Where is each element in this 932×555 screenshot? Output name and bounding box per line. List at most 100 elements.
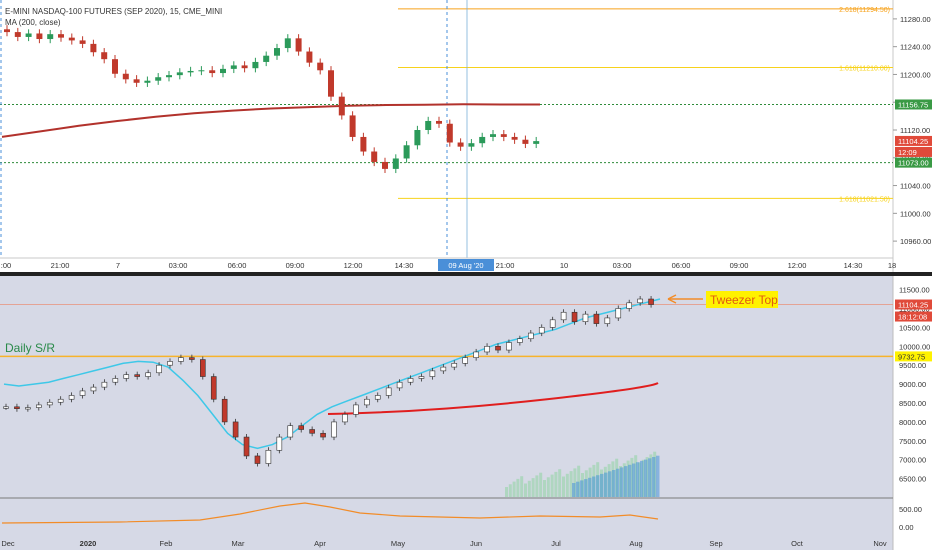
candle-body (90, 386, 97, 392)
ema-path (3, 298, 661, 450)
ma-badge-bg (895, 99, 932, 110)
candle-body (187, 70, 194, 73)
osc-tick-label: 0.00 (899, 523, 914, 532)
tweezer-annotation[interactable]: Tweezer Top (667, 291, 778, 308)
top-panel: 2.618(11294.50) 1.618(11210.00) 1.618(1102… (0, 0, 932, 272)
candle-body (549, 319, 556, 328)
price-tick-label: 8000.00 (899, 418, 926, 427)
volume-bar (636, 462, 640, 497)
candle-body (46, 401, 53, 406)
candle-body (36, 33, 43, 40)
volume-bar (588, 477, 592, 497)
volume-bar (562, 476, 565, 497)
candle-body (484, 345, 490, 353)
candle-body (295, 38, 302, 52)
candle-body (538, 327, 545, 334)
volume-bar (512, 481, 516, 497)
candle-body (221, 398, 228, 423)
fib-label: 2.618(11294.50) (839, 7, 890, 14)
candle-body (58, 34, 64, 38)
time-tick-label: 03:00 (613, 261, 632, 270)
candle-body (232, 421, 239, 438)
time-tick-label: Jul (551, 539, 561, 548)
bottom-price-badges: 11104.25 18:12:08 9732.75 (895, 299, 932, 362)
candle-body (527, 332, 534, 340)
time-tick-label: 12:00 (788, 261, 807, 270)
countdown-badge: 18:12:08 (898, 313, 927, 322)
price-tick-label: 7000.00 (899, 456, 926, 465)
candle-body (511, 136, 518, 140)
bottom-panel: 11500.0011000.0010500.0010000.009500.009… (0, 276, 932, 550)
time-tick-label: 14:30 (395, 261, 414, 270)
volume-bar (656, 455, 660, 497)
time-tick-label: Dec (1, 539, 15, 548)
candle-body (198, 70, 205, 72)
candle-body (382, 161, 388, 169)
candle-body (446, 123, 453, 143)
candle-body (189, 357, 195, 360)
volume-bar (592, 476, 596, 497)
crosshair-date: 09 Aug '20 (448, 261, 483, 270)
top-candles (4, 25, 540, 174)
price-tick-label: 8500.00 (899, 399, 926, 408)
candle-body (122, 73, 129, 80)
volume-bar (604, 472, 608, 497)
candle-body (317, 62, 324, 71)
candle-body (241, 65, 248, 69)
bottom-axis-bg (893, 276, 932, 550)
volume-bar (640, 460, 644, 497)
candle-body (637, 298, 643, 304)
volume-bar (524, 483, 527, 497)
volume-bar (577, 465, 581, 497)
candle-body (79, 390, 86, 396)
candle-body (392, 158, 399, 169)
candle-body (166, 75, 172, 78)
candle-body (418, 376, 425, 379)
arrow-head-icon (667, 294, 677, 304)
volume-bar (573, 468, 577, 497)
volume-bar (584, 479, 588, 497)
candle-body (451, 363, 458, 368)
volume-bar (632, 463, 636, 497)
volume-bar (554, 471, 558, 497)
top-time-axis: :0021:00703:0006:0009:0012:0014:3019:002… (1, 259, 896, 271)
candle-body (101, 381, 108, 388)
candle-body (123, 374, 130, 379)
candle-body (112, 59, 118, 74)
volume-bar (565, 473, 569, 497)
candle-body (436, 120, 442, 124)
candle-body (210, 376, 217, 400)
candle-body (338, 96, 345, 116)
volume-bar (535, 475, 539, 497)
candle-body (457, 142, 464, 147)
volume-bar (527, 480, 531, 497)
candle-body (4, 29, 10, 33)
candle-body (360, 136, 367, 152)
candle-body (462, 357, 469, 364)
support-badge: 11073.00 (898, 159, 929, 168)
candle-body (25, 407, 31, 410)
price-tick-label: 10960.00 (900, 237, 931, 246)
volume-bar (531, 478, 535, 497)
countdown-badge-bg (895, 146, 932, 157)
volume-bar (543, 480, 546, 497)
candle-body (429, 370, 436, 377)
panel-divider[interactable] (0, 272, 932, 276)
price-tick-label: 9500.00 (899, 361, 926, 370)
time-tick-label: 10 (560, 261, 568, 270)
candle-body (101, 52, 108, 60)
price-tick-label: 11280.00 (900, 15, 931, 24)
time-tick-label: 21:00 (496, 261, 515, 270)
fib-label: 1.618(11210.00) (839, 66, 890, 73)
volume-profile (505, 451, 660, 497)
candle-body (593, 313, 600, 324)
time-tick-label: Sep (709, 539, 722, 548)
candle-body (263, 55, 270, 62)
candle-body (90, 43, 97, 53)
volume-bar (569, 471, 573, 497)
volume-bar (596, 475, 600, 497)
candle-body (328, 70, 334, 97)
volume-bar (620, 467, 624, 497)
time-tick-label: 14:30 (844, 261, 863, 270)
